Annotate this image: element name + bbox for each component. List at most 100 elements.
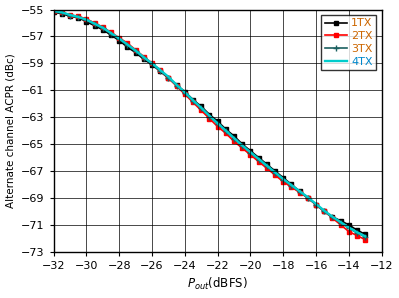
X-axis label: $P_{out}$(dBFS): $P_{out}$(dBFS) <box>187 276 248 292</box>
4TX <box>330 215 335 218</box>
2TX <box>166 76 171 80</box>
2TX <box>314 203 318 207</box>
4TX <box>223 129 228 132</box>
2TX <box>207 117 212 120</box>
3TX <box>248 151 253 155</box>
4TX <box>92 22 97 25</box>
3TX <box>355 231 359 235</box>
2TX <box>191 101 196 104</box>
2TX <box>174 84 179 88</box>
4TX <box>346 226 351 229</box>
1TX <box>314 203 318 207</box>
3TX <box>281 178 286 181</box>
1TX <box>150 63 154 66</box>
4TX <box>68 13 73 17</box>
3TX <box>174 84 179 87</box>
3TX <box>265 164 269 168</box>
3TX <box>207 115 212 118</box>
1TX <box>338 219 343 223</box>
2TX <box>215 125 220 128</box>
3TX <box>68 14 73 17</box>
1TX <box>133 51 138 55</box>
4TX <box>273 170 277 174</box>
1TX <box>322 209 327 213</box>
2TX <box>273 173 277 177</box>
1TX <box>240 142 245 146</box>
1TX <box>306 196 310 200</box>
2TX <box>322 209 327 213</box>
1TX <box>248 149 253 153</box>
3TX <box>273 171 277 175</box>
4TX <box>142 55 146 59</box>
2TX <box>125 41 130 45</box>
3TX <box>59 11 64 15</box>
2TX <box>182 93 187 96</box>
2TX <box>142 55 146 58</box>
3TX <box>92 23 97 26</box>
3TX <box>51 10 56 13</box>
1TX <box>215 119 220 123</box>
2TX <box>68 13 73 17</box>
2TX <box>101 25 105 29</box>
2TX <box>109 31 113 34</box>
Line: 4TX: 4TX <box>53 11 365 236</box>
2TX <box>223 131 228 135</box>
2TX <box>59 10 64 14</box>
3TX <box>223 130 228 133</box>
2TX <box>355 234 359 238</box>
1TX <box>273 169 277 173</box>
1TX <box>101 28 105 32</box>
4TX <box>84 18 89 21</box>
2TX <box>84 17 89 21</box>
2TX <box>256 160 261 163</box>
1TX <box>330 215 335 218</box>
3TX <box>191 99 196 103</box>
1TX <box>265 162 269 166</box>
3TX <box>256 158 261 162</box>
1TX <box>158 70 163 73</box>
Line: 2TX: 2TX <box>51 8 368 242</box>
4TX <box>256 157 261 161</box>
3TX <box>330 216 335 219</box>
1TX <box>76 16 81 19</box>
4TX <box>338 220 343 224</box>
4TX <box>314 202 318 206</box>
2TX <box>240 146 245 150</box>
3TX <box>158 69 163 73</box>
1TX <box>207 113 212 116</box>
3TX <box>101 27 105 30</box>
4TX <box>133 49 138 52</box>
3TX <box>306 196 310 200</box>
3TX <box>109 32 113 35</box>
1TX <box>355 229 359 232</box>
1TX <box>223 128 228 131</box>
4TX <box>191 99 196 102</box>
Line: 3TX: 3TX <box>51 9 368 240</box>
3TX <box>232 137 237 141</box>
4TX <box>355 230 359 234</box>
1TX <box>363 232 368 236</box>
2TX <box>338 223 343 227</box>
3TX <box>166 76 171 79</box>
3TX <box>314 203 318 207</box>
4TX <box>207 114 212 118</box>
2TX <box>363 238 368 241</box>
1TX <box>346 223 351 227</box>
3TX <box>240 144 245 148</box>
2TX <box>306 196 310 200</box>
3TX <box>117 37 122 41</box>
4TX <box>248 150 253 154</box>
4TX <box>166 75 171 79</box>
4TX <box>232 136 237 140</box>
3TX <box>322 209 327 213</box>
2TX <box>199 109 203 112</box>
4TX <box>76 15 81 19</box>
1TX <box>68 15 73 18</box>
1TX <box>92 24 97 27</box>
2TX <box>133 48 138 52</box>
1TX <box>84 20 89 24</box>
2TX <box>330 216 335 220</box>
1TX <box>166 76 171 80</box>
4TX <box>322 209 327 212</box>
1TX <box>117 39 122 42</box>
